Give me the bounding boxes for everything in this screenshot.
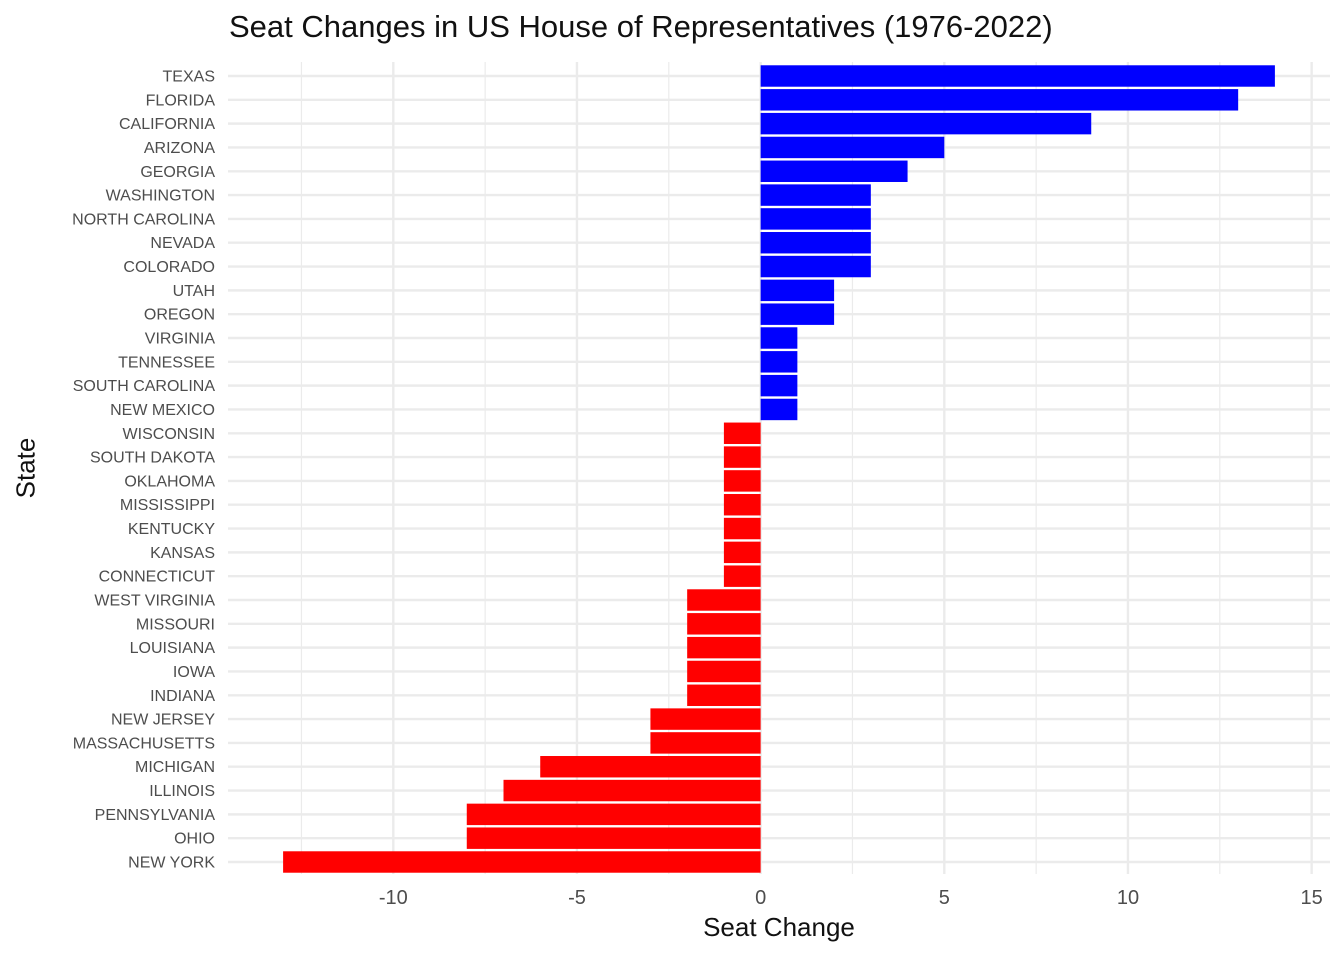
- x-tick-label: -5: [568, 887, 586, 909]
- bar-new-york: [283, 851, 761, 873]
- y-tick-labels: TEXAS FLORIDA CALIFORNIA ARIZONA GEORGIA WASH…: [72, 69, 215, 872]
- bar-nevada: [760, 232, 871, 254]
- y-tick-label: MISSOURI: [136, 616, 215, 633]
- x-axis-title: Seat Change: [703, 912, 855, 942]
- y-tick-label: CALIFORNIA: [119, 116, 215, 133]
- y-tick-label: IOWA: [173, 664, 215, 681]
- bar-virginia: [760, 327, 798, 349]
- x-tick-labels: -10 -5 0 5 10 15: [379, 887, 1323, 909]
- y-tick-label: INDIANA: [150, 688, 215, 705]
- bar-wisconsin: [723, 422, 761, 444]
- bar-iowa: [687, 660, 761, 683]
- y-tick-label: GEORGIA: [140, 164, 215, 181]
- bar-south-dakota: [723, 446, 761, 468]
- y-tick-label: COLORADO: [123, 259, 215, 276]
- bar-tennessee: [760, 351, 798, 373]
- bar-missouri: [687, 613, 761, 635]
- y-tick-label: WEST VIRGINIA: [94, 593, 215, 610]
- y-tick-label: MICHIGAN: [135, 759, 215, 776]
- x-tick-label: 5: [939, 887, 950, 909]
- bar-new-jersey: [650, 708, 761, 730]
- bar-michigan: [540, 756, 761, 778]
- y-tick-label: ILLINOIS: [149, 783, 215, 800]
- y-tick-label: ARIZONA: [144, 140, 215, 157]
- y-tick-label: OHIO: [174, 831, 215, 848]
- y-tick-label: LOUISIANA: [130, 640, 216, 657]
- bar-pennsylvania: [466, 803, 761, 826]
- y-tick-label: WISCONSIN: [123, 426, 215, 443]
- y-tick-label: KANSAS: [150, 545, 215, 562]
- y-tick-label: CONNECTICUT: [99, 569, 216, 586]
- y-tick-label: UTAH: [173, 283, 215, 300]
- bar-california: [760, 112, 1092, 135]
- bars: [283, 65, 1275, 873]
- y-axis-title: State: [10, 437, 41, 499]
- y-tick-label: SOUTH CAROLINA: [73, 378, 216, 395]
- x-tick-label: 0: [755, 887, 766, 909]
- bar-oregon: [760, 303, 835, 325]
- bar-illinois: [503, 779, 761, 802]
- bar-washington: [760, 184, 871, 206]
- bar-utah: [760, 279, 835, 302]
- bar-new-mexico: [760, 398, 798, 421]
- bar-north-carolina: [760, 208, 871, 230]
- chart-title: Seat Changes in US House of Representati…: [229, 9, 1053, 44]
- y-tick-label: VIRGINIA: [145, 331, 216, 348]
- bar-louisiana: [687, 636, 761, 659]
- grid-lines: [228, 62, 1330, 874]
- bar-ohio: [466, 827, 761, 849]
- bar-connecticut: [723, 565, 761, 587]
- x-tick-label: 15: [1301, 887, 1323, 909]
- y-tick-label: MISSISSIPPI: [120, 497, 215, 514]
- y-tick-label: NEVADA: [150, 235, 215, 252]
- y-tick-label: TENNESSEE: [118, 354, 215, 371]
- bar-massachusetts: [650, 732, 761, 754]
- bar-indiana: [687, 684, 761, 706]
- y-tick-label: MASSACHUSETTS: [73, 735, 215, 752]
- y-tick-label: FLORIDA: [146, 92, 216, 109]
- y-tick-label: TEXAS: [163, 69, 215, 86]
- y-tick-label: NEW JERSEY: [111, 712, 215, 729]
- y-tick-label: WASHINGTON: [106, 188, 215, 205]
- y-tick-label: NEW YORK: [128, 855, 215, 872]
- y-tick-label: PENNSYLVANIA: [95, 807, 216, 824]
- bar-georgia: [760, 160, 908, 182]
- bar-south-carolina: [760, 374, 798, 397]
- bar-oklahoma: [723, 470, 761, 492]
- bar-west-virginia: [687, 589, 761, 611]
- y-tick-label: NORTH CAROLINA: [72, 211, 215, 228]
- y-tick-label: OKLAHOMA: [124, 473, 215, 490]
- bar-mississippi: [723, 494, 761, 516]
- bar-florida: [760, 89, 1239, 111]
- bar-arizona: [760, 136, 945, 159]
- y-tick-label: OREGON: [144, 307, 215, 324]
- y-tick-label: KENTUCKY: [128, 521, 215, 538]
- x-tick-label: -10: [379, 887, 408, 909]
- bar-colorado: [760, 255, 871, 278]
- y-tick-label: SOUTH DAKOTA: [90, 450, 215, 467]
- bar-texas: [760, 65, 1275, 87]
- bar-kentucky: [723, 517, 761, 540]
- y-tick-label: NEW MEXICO: [110, 402, 215, 419]
- bar-kansas: [723, 541, 761, 564]
- x-tick-label: 10: [1117, 887, 1139, 909]
